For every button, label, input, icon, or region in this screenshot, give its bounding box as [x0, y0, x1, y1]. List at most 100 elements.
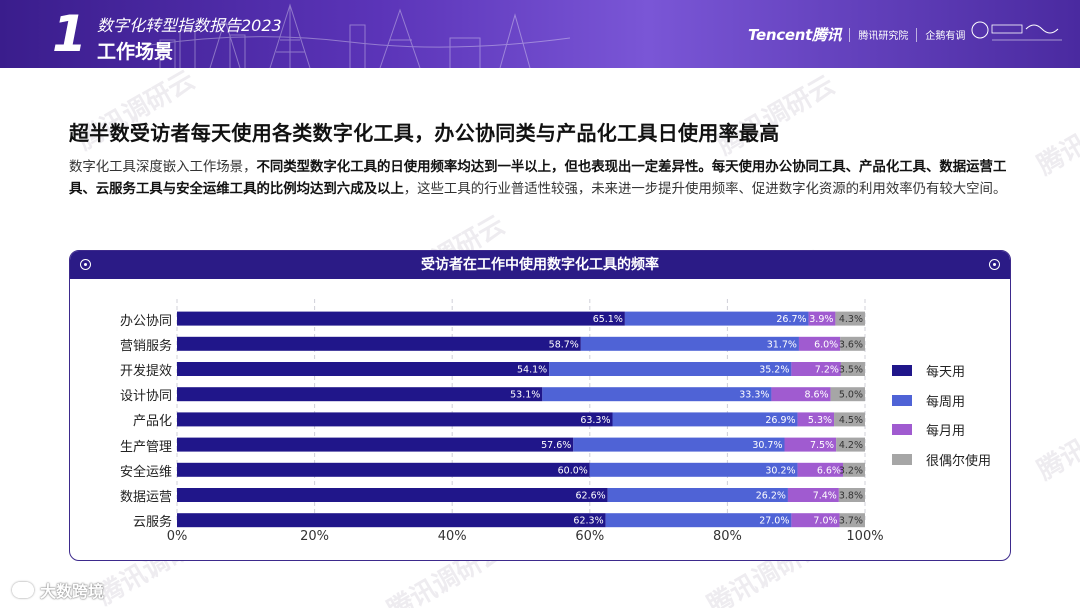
category-label: 营销服务 [119, 338, 172, 354]
data-label: 4.3% [839, 314, 863, 325]
data-label: 5.3% [808, 415, 832, 426]
category-label: 生产管理 [119, 439, 172, 455]
watermark: 腾讯调研云 [1032, 90, 1080, 182]
chart-panel: 受访者在工作中使用数字化工具的频率 65.1% 26.7% 3.9% 4.3% 58.7… [69, 250, 1011, 561]
data-label: 7.5% [810, 440, 834, 451]
bar-segment [589, 462, 798, 477]
bar-segment [798, 336, 841, 351]
bar-segment [542, 387, 772, 402]
bar-segment [840, 362, 865, 376]
watermark: 腾讯调研云 [1032, 395, 1080, 487]
bar-segment [177, 336, 581, 351]
tsinghua-logo [970, 20, 1065, 50]
bar-segment [839, 513, 865, 528]
bar-segment [784, 437, 837, 452]
bar-segment [797, 462, 843, 477]
x-tick-label: 100% [846, 529, 884, 544]
legend-swatch [892, 394, 912, 406]
data-label: 57.6% [541, 440, 571, 451]
data-label: 62.6% [576, 491, 606, 502]
data-label: 7.4% [813, 491, 837, 502]
data-label: 3.5% [839, 365, 863, 376]
bar-segment [573, 437, 785, 452]
data-label: 27.0% [759, 516, 789, 527]
category-label: 产品化 [132, 414, 172, 430]
data-label: 8.6% [804, 390, 828, 401]
bar-segment [842, 462, 865, 477]
summary-text-1: 数字化工具深度嵌入工作场景， [69, 160, 257, 175]
data-label: 7.0% [813, 516, 837, 527]
bar-segment [605, 513, 792, 528]
bar-segment [580, 336, 799, 351]
data-label: 35.2% [759, 365, 789, 376]
data-label: 6.6% [817, 465, 841, 476]
bar-segment [830, 387, 865, 402]
bar-segment [177, 311, 625, 326]
data-label: 62.3% [573, 516, 603, 527]
data-label: 3.7% [839, 516, 863, 527]
summary-paragraph: 数字化工具深度嵌入工作场景，不同类型数字化工具的日使用频率均达到一半以上，但也表… [69, 157, 1014, 201]
bar-segment [624, 311, 809, 326]
bar-segment [791, 513, 840, 528]
data-label: 30.2% [765, 465, 795, 476]
penguin-survey-logo: 企鹅有调 [925, 31, 966, 42]
x-tick-label: 0% [166, 529, 188, 544]
bar-segment [549, 362, 792, 376]
chart-title: 受访者在工作中使用数字化工具的频率 [70, 251, 1010, 279]
bar-segment [835, 311, 865, 326]
data-label: 3.8% [839, 491, 863, 502]
target-dot-icon [989, 259, 1000, 270]
bar-segment [607, 488, 788, 502]
legend-swatch [892, 453, 912, 465]
data-label: 3.6% [839, 339, 863, 350]
data-label: 5.0% [839, 390, 863, 401]
logo-divider [916, 27, 918, 42]
bar-segment [771, 387, 831, 402]
data-label: 58.7% [549, 339, 579, 350]
legend-item: 很偶尔使用 [892, 450, 991, 469]
bar-segment [787, 488, 839, 502]
legend-item: 每月用 [892, 420, 965, 439]
legend-item: 每周用 [892, 391, 965, 410]
watermark: 腾讯调研云 [712, 70, 841, 162]
category-label: 数据运营 [119, 490, 172, 505]
data-label: 33.3% [739, 390, 769, 401]
bar-segment [177, 362, 550, 376]
bar-segment [834, 412, 865, 427]
legend-label: 每周用 [926, 394, 966, 410]
footer-brand-text: 大数跨境 [40, 582, 105, 601]
bar-segment [177, 462, 590, 477]
bar-segment [177, 387, 543, 402]
data-label: 4.2% [839, 440, 863, 451]
brand-logo-icon [12, 582, 34, 598]
bar-segment [840, 336, 865, 351]
tencent-research-logo: 腾讯研究院 [858, 31, 909, 42]
bar-segment [838, 488, 865, 502]
data-label: 31.7% [767, 339, 797, 350]
legend-label: 每天用 [926, 365, 966, 380]
legend-swatch [892, 424, 912, 435]
category-label: 安全运维 [119, 464, 172, 480]
x-tick-label: 20% [300, 529, 330, 544]
x-tick-label: 80% [712, 529, 742, 544]
bar-segment [177, 437, 574, 452]
footer-brand: 大数跨境 [12, 578, 104, 602]
header-banner: 1 数字化转型指数报告2023 工作场景 Tencent腾讯 腾讯研究院 企鹅有… [0, 0, 1080, 68]
bar-segment [177, 488, 608, 502]
x-tick-label: 60% [575, 529, 605, 544]
data-label: 60.0% [558, 465, 588, 476]
data-label: 26.2% [756, 491, 786, 502]
page-headline: 超半数受访者每天使用各类数字化工具，办公协同类与产品化工具日使用率最高 [69, 121, 780, 145]
category-label: 开发提效 [119, 364, 172, 379]
report-title: 数字化转型指数报告2023 [97, 16, 282, 35]
category-label: 云服务 [132, 515, 172, 531]
data-label: 30.7% [752, 440, 782, 451]
legend-swatch [892, 365, 912, 376]
x-tick-label: 40% [437, 529, 467, 544]
stacked-bar-chart: 65.1% 26.7% 3.9% 4.3% 58.7% 31.7% 6.0% 3.6% 54.1… [176, 299, 866, 528]
category-label: 办公协同 [119, 313, 172, 329]
bar-segment [177, 513, 606, 528]
data-label: 54.1% [517, 365, 547, 376]
data-label: 3.9% [809, 314, 833, 325]
